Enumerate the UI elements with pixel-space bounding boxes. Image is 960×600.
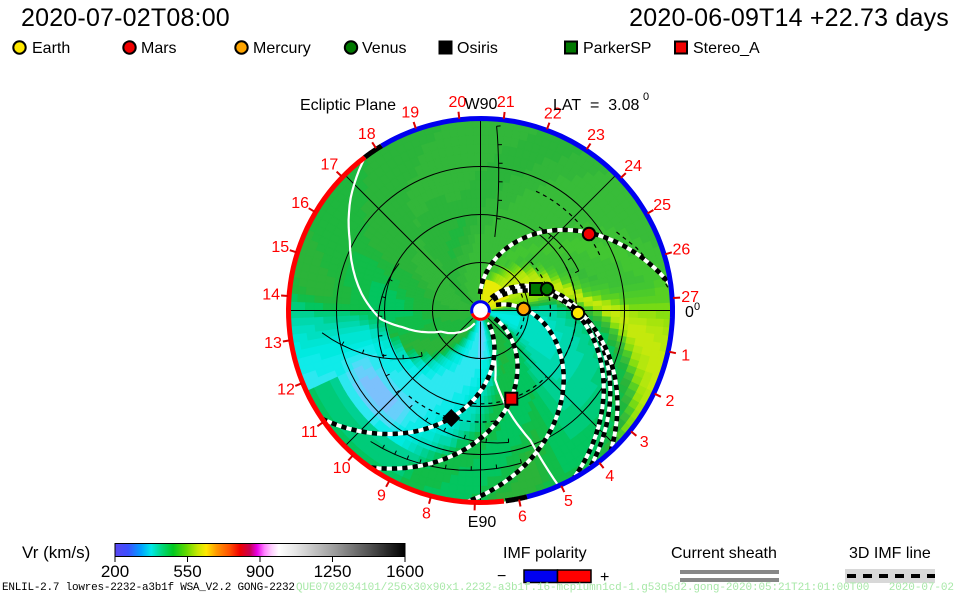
svg-text:12: 12 bbox=[277, 382, 295, 399]
svg-text:22: 22 bbox=[544, 105, 562, 122]
svg-text:3D IMF line: 3D IMF line bbox=[849, 545, 931, 562]
svg-text:200: 200 bbox=[101, 562, 129, 581]
svg-text:ENLIL-2.7 lowres-2232-a3b1f WS: ENLIL-2.7 lowres-2232-a3b1f WSA_V2.2 GON… bbox=[2, 582, 295, 594]
svg-text:Ecliptic Plane: Ecliptic Plane bbox=[300, 97, 396, 114]
svg-text:19: 19 bbox=[401, 105, 419, 122]
svg-text:IMF polarity: IMF polarity bbox=[503, 545, 587, 562]
svg-text:Venus: Venus bbox=[362, 40, 406, 57]
svg-text:0: 0 bbox=[643, 91, 649, 103]
svg-text:11: 11 bbox=[301, 424, 318, 441]
svg-text:17: 17 bbox=[321, 157, 339, 174]
svg-text:Mercury: Mercury bbox=[253, 40, 311, 57]
svg-text:W90: W90 bbox=[465, 96, 498, 113]
svg-text:18: 18 bbox=[358, 126, 376, 143]
svg-text:2: 2 bbox=[666, 393, 675, 410]
svg-text:4: 4 bbox=[605, 468, 614, 485]
svg-text:Vr (km/s): Vr (km/s) bbox=[22, 543, 90, 562]
svg-text:10: 10 bbox=[333, 460, 351, 477]
svg-text:−: − bbox=[497, 568, 506, 585]
svg-text:8: 8 bbox=[422, 505, 431, 522]
svg-text:20: 20 bbox=[449, 94, 467, 111]
svg-text:15: 15 bbox=[271, 239, 289, 256]
svg-text:Osiris: Osiris bbox=[457, 40, 498, 57]
svg-text:24: 24 bbox=[624, 158, 642, 175]
svg-text:9: 9 bbox=[377, 488, 386, 505]
svg-text:Mars: Mars bbox=[141, 40, 177, 57]
svg-text:+: + bbox=[600, 569, 609, 586]
svg-text:21: 21 bbox=[497, 94, 515, 111]
svg-text:E90: E90 bbox=[468, 514, 497, 531]
svg-text:13: 13 bbox=[264, 335, 282, 352]
svg-text:25: 25 bbox=[653, 197, 671, 214]
svg-text:0: 0 bbox=[694, 301, 700, 313]
svg-text:26: 26 bbox=[673, 241, 691, 258]
svg-text:550: 550 bbox=[173, 562, 201, 581]
svg-text:LAT = 3.08: LAT = 3.08 bbox=[553, 97, 640, 114]
svg-text:0: 0 bbox=[685, 304, 694, 321]
svg-text:14: 14 bbox=[262, 287, 280, 304]
svg-text:2020-06-09T14 +22.73 days: 2020-06-09T14 +22.73 days bbox=[629, 4, 949, 32]
svg-text:27: 27 bbox=[681, 289, 699, 306]
svg-text:Current sheath: Current sheath bbox=[671, 545, 777, 562]
svg-text:23: 23 bbox=[587, 127, 605, 144]
svg-text:1250: 1250 bbox=[314, 562, 352, 581]
svg-text:ParkerSP: ParkerSP bbox=[583, 40, 651, 57]
svg-text:QUE0702034101/256x30x90x1.2232: QUE0702034101/256x30x90x1.2232-a3b1f.16-… bbox=[296, 582, 954, 594]
svg-text:1: 1 bbox=[681, 347, 690, 364]
svg-text:900: 900 bbox=[246, 562, 274, 581]
svg-text:3: 3 bbox=[640, 434, 649, 451]
svg-text:6: 6 bbox=[518, 508, 527, 525]
svg-text:2020-07-02T08:00: 2020-07-02T08:00 bbox=[21, 4, 230, 32]
svg-text:Stereo_A: Stereo_A bbox=[693, 40, 760, 57]
svg-text:1600: 1600 bbox=[386, 562, 424, 581]
svg-text:5: 5 bbox=[564, 493, 573, 510]
svg-text:16: 16 bbox=[291, 195, 309, 212]
svg-text:Earth: Earth bbox=[32, 40, 70, 57]
